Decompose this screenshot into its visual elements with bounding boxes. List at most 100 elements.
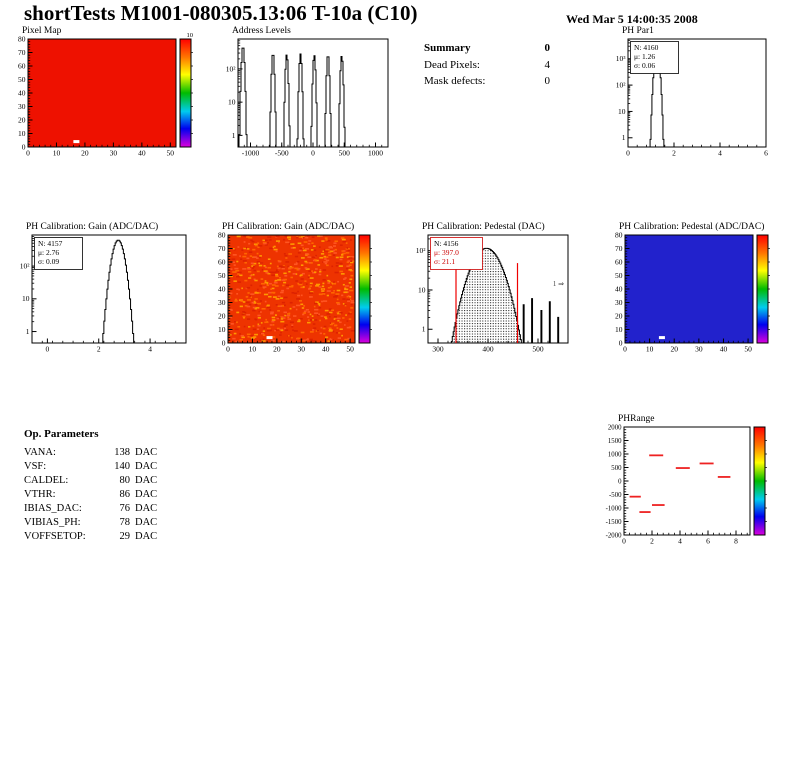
svg-text:μ: 2.76: μ: 2.76 (38, 248, 59, 257)
summary-row-value: 4 (544, 59, 551, 71)
svg-text:Address Levels: Address Levels (232, 26, 291, 36)
svg-text:0: 0 (618, 478, 622, 485)
svg-text:1: 1 (232, 131, 236, 140)
summary-row-value: 0 (544, 75, 551, 87)
svg-text:Pixel Map: Pixel Map (22, 26, 62, 36)
svg-text:70: 70 (615, 244, 623, 253)
svg-text:30: 30 (18, 102, 26, 111)
svg-text:-2000: -2000 (606, 532, 622, 539)
svg-text:σ: 0.06: σ: 0.06 (634, 61, 655, 70)
op-row-vana: VANA: 138 DAC (24, 447, 158, 458)
gain-map-chart: PH Calibration: Gain (ADC/DAC) 0 10 20 30 40 5… (196, 216, 382, 358)
svg-text:500: 500 (532, 345, 544, 354)
address_levels-svg: Address Levels 1 10 10² -1000 -500 0 500 1000 (226, 26, 389, 158)
summary-grade-value: 0 (544, 42, 551, 54)
svg-text:20: 20 (615, 311, 623, 320)
svg-text:40: 40 (18, 88, 26, 97)
svg-text:10³: 10³ (616, 54, 627, 63)
svg-text:10: 10 (646, 345, 654, 354)
pixel-map-chart: Pixel Map 0 10 20 30 40 50 0 10 20 30 40 50 60 70 80 10 (0, 22, 206, 162)
svg-text:30: 30 (615, 298, 623, 307)
svg-text:2: 2 (650, 537, 654, 546)
pedestal_map-svg: PH Calibration: Pedestal (ADC/DAC) 0 10 20 3… (615, 221, 770, 354)
svg-text:10²: 10² (20, 261, 31, 270)
svg-text:400: 400 (482, 345, 494, 354)
svg-text:PHRange: PHRange (618, 414, 654, 424)
page-datetime: Wed Mar 5 14:00:35 2008 (566, 12, 698, 26)
svg-text:4: 4 (148, 345, 152, 354)
gain_hist-svg: PH Calibration: Gain (ADC/DAC) 1 10 10² 0 2 4 N… (20, 221, 187, 354)
svg-text:2: 2 (97, 345, 101, 354)
svg-text:1500: 1500 (608, 438, 622, 445)
op-parameters-title: Op. Parameters (24, 428, 99, 440)
svg-text:70: 70 (218, 244, 226, 253)
svg-text:6: 6 (706, 537, 710, 546)
svg-text:10: 10 (187, 32, 194, 39)
pixel_map-svg: Pixel Map 0 10 20 30 40 50 0 10 20 30 40 50 60 70 80 10 (18, 26, 194, 158)
op-row-voffsetop: VOFFSETOP: 29 DAC (24, 531, 158, 542)
svg-text:30: 30 (298, 345, 306, 354)
svg-text:σ: 21.1: σ: 21.1 (434, 257, 455, 266)
summary-row-mask-defects: Mask defects: 0 (424, 75, 550, 87)
svg-text:10: 10 (615, 325, 623, 334)
svg-text:PH Calibration: Pedestal (ADC/: PH Calibration: Pedestal (ADC/DAC) (619, 221, 764, 232)
svg-text:0: 0 (22, 142, 26, 151)
svg-text:1: 1 (622, 133, 626, 142)
svg-text:0: 0 (46, 345, 50, 354)
op-row-vsf: VSF: 140 DAC (24, 461, 158, 472)
svg-text:2000: 2000 (608, 424, 622, 431)
summary-title: Summary (424, 42, 471, 54)
svg-text:N: 4160: N: 4160 (634, 43, 659, 52)
op-row-vthr: VTHR: 86 DAC (24, 489, 158, 500)
svg-text:40: 40 (322, 345, 330, 354)
svg-text:0: 0 (626, 149, 630, 158)
svg-text:μ: 1.26: μ: 1.26 (634, 52, 655, 61)
svg-text:σ: 0.09: σ: 0.09 (38, 257, 59, 266)
svg-text:10: 10 (18, 129, 26, 138)
ph-par1-chart: PH Par1 1 10 10² 10³ 0 2 4 6 N: 4160 μ: 1.26 σ: 0.0… (596, 22, 770, 162)
op-row-ibias-dac: IBIAS_DAC: 76 DAC (24, 503, 158, 514)
svg-text:30: 30 (110, 149, 118, 158)
svg-text:30: 30 (218, 298, 226, 307)
pedestal-map-chart: PH Calibration: Pedestal (ADC/DAC) 0 10 20 3… (592, 216, 796, 358)
svg-text:10: 10 (618, 107, 626, 116)
svg-text:50: 50 (167, 149, 175, 158)
svg-text:10²: 10² (616, 81, 627, 90)
svg-text:10: 10 (218, 325, 226, 334)
svg-text:1000: 1000 (608, 451, 622, 458)
svg-text:0: 0 (226, 345, 230, 354)
svg-text:60: 60 (615, 257, 623, 266)
svg-text:70: 70 (18, 48, 26, 57)
ph_range-svg: PHRange 0 2 4 6 8 -2000 -1500 -1000 -500 0 500 1000 1… (606, 414, 767, 546)
svg-text:1 ⇒: 1 ⇒ (553, 280, 564, 288)
svg-text:1: 1 (26, 327, 30, 336)
svg-text:10: 10 (228, 98, 236, 107)
svg-text:20: 20 (81, 149, 89, 158)
svg-text:N: 4156: N: 4156 (434, 239, 459, 248)
address-levels-chart: Address Levels 1 10 10² -1000 -500 0 500 1000 (208, 22, 398, 162)
svg-text:50: 50 (615, 271, 623, 280)
svg-text:10: 10 (249, 345, 257, 354)
gain-histogram-chart: PH Calibration: Gain (ADC/DAC) 1 10 10² 0 2 4 N… (0, 216, 194, 358)
svg-text:6: 6 (764, 149, 768, 158)
op-parameters-panel: Op. Parameters VANA: 138 DAC VSF: 140 DA… (24, 428, 166, 542)
pedestal-histogram-chart: PH Calibration: Pedestal (DAC) 1 10 10² 300 4… (396, 216, 578, 358)
svg-text:10: 10 (418, 285, 426, 294)
op-row-caldel: CALDEL: 80 DAC (24, 475, 158, 486)
svg-text:80: 80 (18, 34, 26, 43)
svg-text:10²: 10² (226, 64, 237, 73)
svg-text:4: 4 (678, 537, 682, 546)
svg-text:40: 40 (138, 149, 146, 158)
svg-text:20: 20 (670, 345, 678, 354)
op-row-vibias-ph: VIBIAS_PH: 78 DAC (24, 517, 158, 528)
svg-text:PH Par1: PH Par1 (622, 26, 654, 36)
svg-text:μ: 397.0: μ: 397.0 (434, 248, 459, 257)
summary-row-label: Mask defects: (424, 75, 486, 87)
svg-text:20: 20 (218, 311, 226, 320)
svg-text:80: 80 (218, 230, 226, 239)
svg-text:50: 50 (18, 75, 26, 84)
svg-text:0: 0 (311, 149, 315, 158)
svg-text:PH Calibration: Gain (ADC/DAC): PH Calibration: Gain (ADC/DAC) (222, 221, 354, 232)
svg-text:40: 40 (720, 345, 728, 354)
